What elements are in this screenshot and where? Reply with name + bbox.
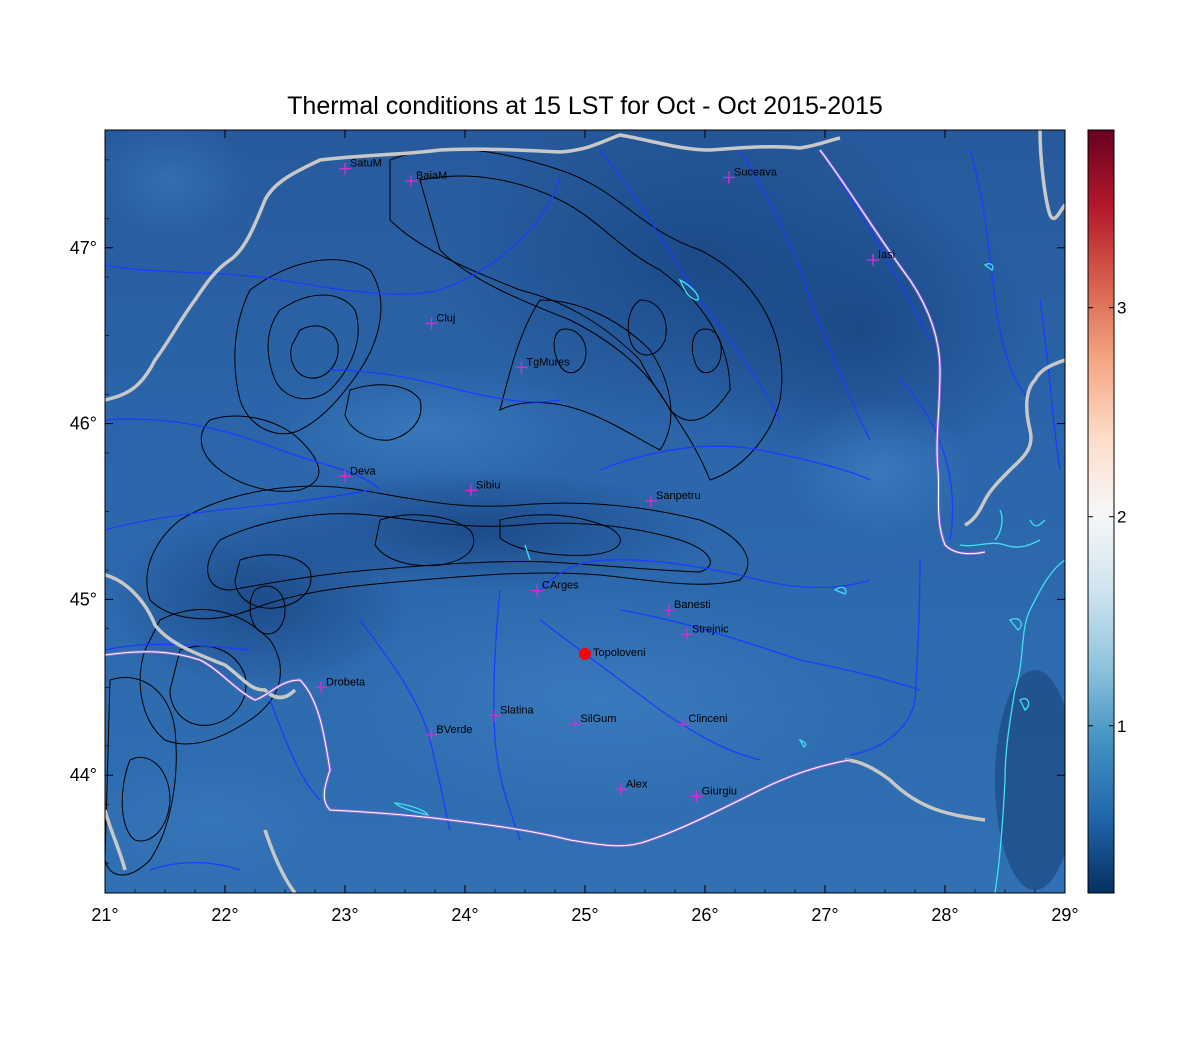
coastline [393, 263, 1065, 893]
city-marker: Strejnic [681, 624, 729, 641]
city-marker: CArges [531, 580, 579, 597]
city-marker: SatuM [339, 158, 382, 175]
map-title: Thermal conditions at 15 LST for Oct - O… [287, 92, 883, 120]
city-marker: SilGum [569, 713, 616, 731]
elevation-contours [105, 148, 783, 876]
city-label: Clinceni [688, 713, 727, 725]
city-marker: Alex [615, 778, 648, 796]
city-label: BVerde [436, 724, 472, 736]
city-label: CArges [542, 580, 579, 592]
city-marker: Sanpetru [645, 490, 701, 507]
city-marker: Slatina [489, 704, 535, 722]
x-tick-label: 29° [1051, 905, 1078, 925]
highlight-dot [579, 647, 591, 660]
city-label: Cluj [436, 312, 455, 324]
city-markers: SatuM BaiaM Suceava Iasi Cluj TgMures Deva Sibi… [315, 158, 895, 803]
colorbar-ticks: 1 2 3 [1088, 299, 1126, 736]
city-label: SilGum [580, 713, 616, 725]
rivers [105, 149, 1061, 871]
city-label: Giurgiu [702, 785, 737, 797]
axis-ticks [104, 130, 1066, 893]
city-label: Slatina [500, 704, 535, 716]
x-tick-label: 22° [211, 905, 238, 925]
city-label: SatuM [350, 158, 382, 170]
colorbar-tick-label: 2 [1117, 508, 1126, 527]
x-tick-label: 28° [931, 905, 958, 925]
y-tick-label: 47° [70, 238, 97, 258]
city-label: Strejnic [692, 624, 729, 636]
city-marker: BVerde [425, 724, 472, 741]
city-marker: Cluj [425, 312, 455, 330]
city-label: Alex [626, 778, 648, 790]
x-tick-label: 21° [91, 905, 118, 925]
axis-labels: 21° 22° 23° 24° 25° 26° 27° 28° 29° 44° 45° 46° 47° [70, 238, 1079, 925]
city-marker: Deva [339, 465, 377, 483]
city-marker: BaiaM [405, 170, 447, 187]
city-marker: TgMures [515, 356, 570, 374]
x-tick-label: 26° [691, 905, 718, 925]
city-label: TgMures [526, 356, 570, 368]
city-marker: Banesti [663, 599, 711, 616]
colorbar-tick-label: 1 [1117, 717, 1126, 736]
y-tick-label: 44° [70, 765, 97, 785]
city-label: Sanpetru [656, 490, 701, 502]
city-label: Deva [350, 465, 377, 477]
romania-border [105, 149, 986, 848]
city-marker: Clinceni [677, 713, 728, 731]
city-label: Sibiu [476, 479, 500, 491]
city-label: Iasi [878, 249, 895, 261]
city-marker: Suceava [723, 166, 778, 184]
city-label: Suceava [734, 166, 778, 178]
colorbar-scale [1087, 129, 1115, 894]
colorbar: 1 2 3 [1087, 129, 1126, 894]
city-label: Drobeta [326, 676, 366, 688]
highlight-site: Topoloveni [579, 647, 646, 660]
y-tick-label: 46° [70, 414, 97, 434]
city-marker: Sibiu [465, 479, 500, 497]
city-marker: Giurgiu [690, 785, 737, 803]
city-label: Banesti [674, 599, 711, 611]
temperature-field [105, 130, 1065, 893]
highlight-label: Topoloveni [593, 647, 646, 659]
x-tick-label: 25° [571, 905, 598, 925]
x-tick-label: 24° [451, 905, 478, 925]
x-tick-label: 27° [811, 905, 838, 925]
city-marker: Iasi [867, 249, 895, 267]
city-label: BaiaM [416, 170, 447, 182]
colorbar-tick-label: 3 [1117, 299, 1126, 318]
country-borders [105, 130, 1065, 893]
x-tick-label: 23° [331, 905, 358, 925]
y-tick-label: 45° [70, 589, 97, 609]
city-marker: Drobeta [315, 676, 366, 694]
